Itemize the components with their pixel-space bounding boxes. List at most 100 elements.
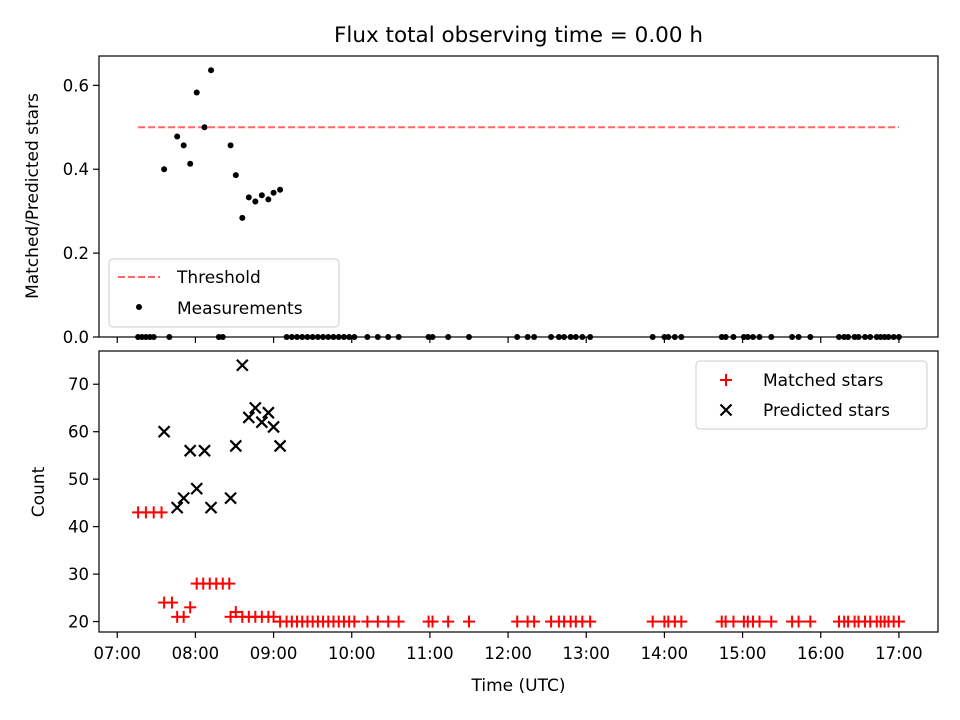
matched-star-point bbox=[348, 615, 361, 628]
count-xtick-label: 13:00 bbox=[562, 644, 610, 663]
count-legend-box bbox=[695, 360, 928, 430]
ratio-ytick-label: 0.0 bbox=[63, 328, 89, 347]
legend-predicted-label: Predicted stars bbox=[763, 401, 890, 421]
count-ytick-label: 20 bbox=[68, 613, 89, 632]
measurement-point bbox=[193, 89, 200, 96]
count-ylabel: Count bbox=[29, 466, 49, 517]
measurement-point bbox=[201, 124, 208, 131]
matched-star-point bbox=[753, 615, 766, 628]
matched-star-point bbox=[165, 596, 178, 609]
matched-star-point bbox=[462, 615, 475, 628]
count-ytick-label: 60 bbox=[68, 423, 89, 442]
legend-predicted-swatch bbox=[719, 403, 733, 417]
count-ytick-label: 40 bbox=[68, 518, 89, 537]
measurement-point bbox=[180, 142, 187, 149]
matched-star-point bbox=[646, 615, 659, 628]
predicted-star-point bbox=[170, 501, 184, 514]
measurement-point bbox=[258, 192, 265, 199]
measurement-point bbox=[161, 166, 168, 173]
count-legend: Matched stars Predicted stars bbox=[695, 360, 928, 430]
ratio-ytick-label: 0.6 bbox=[63, 76, 89, 95]
count-xtick-label: 10:00 bbox=[328, 644, 376, 663]
matched-star-point bbox=[892, 615, 905, 628]
count-xtick-label: 09:00 bbox=[250, 644, 298, 663]
predicted-star-point bbox=[242, 411, 256, 424]
matched-star-point bbox=[675, 615, 688, 628]
ratio-ytick-label: 0.2 bbox=[63, 244, 89, 263]
legend-matched-label: Matched stars bbox=[763, 371, 883, 391]
matched-star-point bbox=[177, 610, 190, 623]
count-xtick-label: 11:00 bbox=[406, 644, 454, 663]
measurement-point bbox=[232, 172, 239, 179]
measurement-point bbox=[239, 214, 246, 221]
predicted-star-point bbox=[267, 420, 280, 434]
ratio-axes-frame bbox=[98, 55, 939, 338]
count-xtick-label: 15:00 bbox=[719, 644, 767, 663]
ratio-legend: Threshold Measurements bbox=[108, 258, 340, 328]
measurement-point bbox=[245, 194, 252, 201]
count-axes-frame bbox=[98, 350, 939, 633]
count-xtick-label: 16:00 bbox=[797, 644, 845, 663]
matched-star-point bbox=[426, 615, 439, 628]
matched-star-point bbox=[765, 615, 778, 628]
measurement-point bbox=[277, 186, 284, 193]
matched-star-point bbox=[804, 615, 817, 628]
matched-star-point bbox=[511, 615, 524, 628]
measurement-point bbox=[252, 198, 259, 205]
predicted-star-point bbox=[183, 444, 197, 457]
measurement-point bbox=[208, 67, 215, 74]
legend-measurements-label: Measurements bbox=[177, 299, 303, 319]
measurement-point bbox=[174, 133, 181, 140]
matched-star-point bbox=[361, 615, 374, 628]
predicted-star-point bbox=[224, 491, 237, 505]
ratio-ytick-label: 0.4 bbox=[63, 160, 89, 179]
predicted-star-point bbox=[229, 439, 243, 453]
matched-star-point bbox=[382, 615, 395, 628]
measurement-point bbox=[227, 142, 234, 149]
predicted-star-point bbox=[262, 406, 275, 419]
measurement-point bbox=[270, 189, 277, 196]
predicted-star-point bbox=[204, 501, 218, 514]
predicted-star-point bbox=[255, 415, 269, 429]
matched-star-point bbox=[727, 615, 740, 628]
matched-star-point bbox=[267, 610, 280, 623]
measurement-point bbox=[187, 160, 194, 167]
legend-threshold-label: Threshold bbox=[176, 268, 261, 288]
matched-star-point bbox=[371, 615, 384, 628]
matched-star-point bbox=[184, 601, 197, 614]
matched-star-point bbox=[792, 615, 805, 628]
matched-star-point bbox=[155, 506, 168, 519]
matched-star-point bbox=[442, 615, 455, 628]
chart-title: Flux total observing time = 0.00 h bbox=[334, 23, 703, 48]
ratio-ylabel: Matched/Predicted stars bbox=[23, 93, 43, 299]
count-xtick-label: 17:00 bbox=[875, 644, 923, 663]
matched-star-point bbox=[229, 606, 242, 619]
count-ytick-label: 30 bbox=[68, 565, 89, 584]
count-xlabel: Time (UTC) bbox=[471, 676, 566, 696]
matched-star-point bbox=[392, 615, 405, 628]
count-xtick-label: 08:00 bbox=[172, 644, 220, 663]
predicted-star-point bbox=[157, 425, 171, 438]
legend-measurements-swatch bbox=[136, 304, 142, 310]
count-ytick-label: 50 bbox=[68, 470, 89, 489]
count-xtick-label: 14:00 bbox=[641, 644, 689, 663]
ratio-axes: 0.0 0.2 0.4 0.6 Threshold Measurements bbox=[63, 55, 939, 347]
measurement-point bbox=[265, 196, 272, 203]
legend-matched-swatch bbox=[720, 374, 732, 386]
predicted-star-point bbox=[249, 401, 262, 415]
matched-star-point bbox=[528, 615, 541, 628]
count-xtick-label: 12:00 bbox=[484, 644, 532, 663]
predicted-star-point bbox=[198, 444, 211, 457]
ratio-legend-box bbox=[108, 258, 340, 328]
count-ytick-label: 70 bbox=[68, 375, 89, 394]
matched-star-point bbox=[223, 577, 236, 590]
matched-star-point bbox=[584, 615, 597, 628]
predicted-star-point bbox=[190, 482, 203, 495]
predicted-star-point bbox=[177, 491, 190, 505]
predicted-star-point bbox=[236, 358, 249, 372]
count-xtick-label: 07:00 bbox=[93, 644, 141, 663]
predicted-star-point bbox=[273, 439, 287, 453]
count-axes: 20 30 40 50 60 70 07:00 08:00 09:00 10:00 11:00 12:… bbox=[68, 350, 939, 663]
